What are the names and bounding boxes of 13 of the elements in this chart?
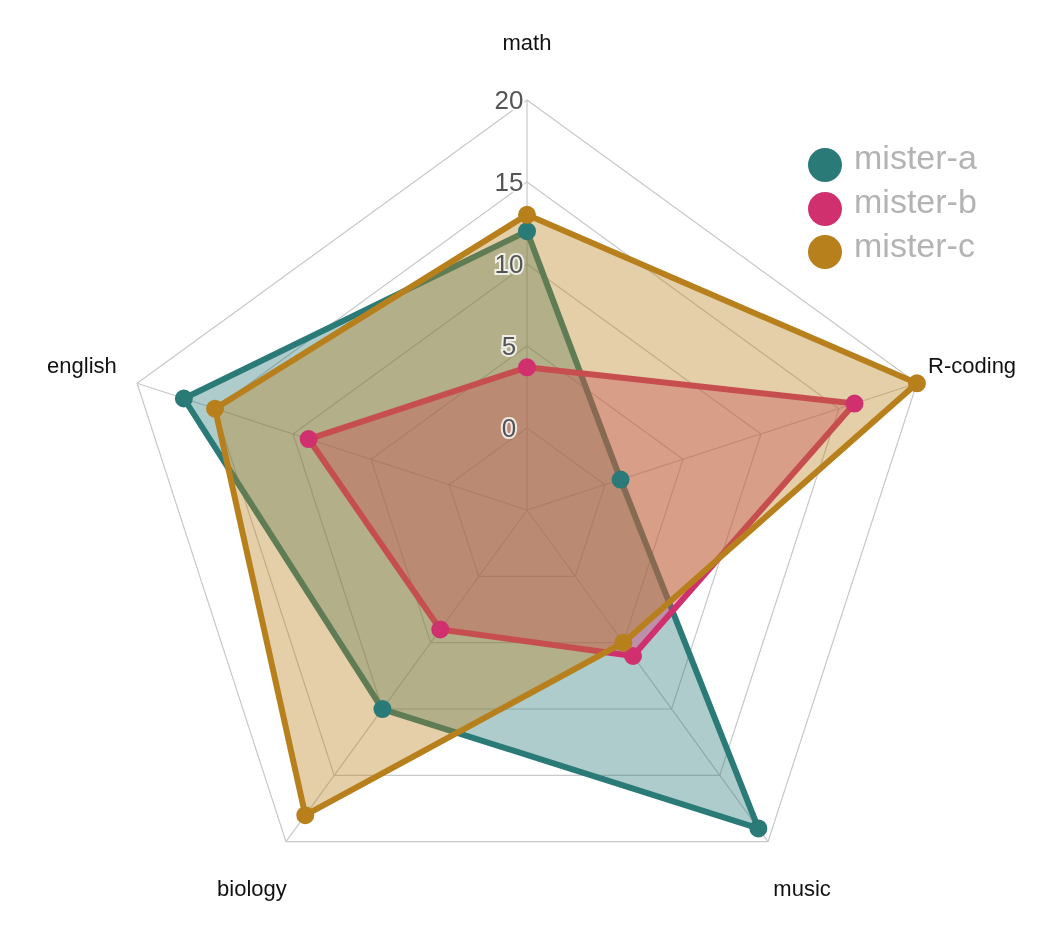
spoke-label: music: [773, 876, 831, 902]
y-tick-label: 10: [494, 249, 524, 279]
y-tick-label: 0: [501, 413, 517, 443]
y-tick-label: 20: [494, 85, 524, 115]
y-tick-label: 15: [494, 167, 524, 197]
spoke-label: english: [47, 352, 117, 378]
legend-label: mister-a: [854, 138, 977, 176]
legend-label: mister-b: [854, 181, 977, 220]
y-tick-label: 5: [501, 331, 517, 361]
spoke-label: R-coding: [928, 352, 1017, 378]
spoke-label: biology: [217, 876, 287, 902]
spoke-label: math: [502, 29, 552, 55]
legend-label: mister-c: [854, 225, 975, 264]
